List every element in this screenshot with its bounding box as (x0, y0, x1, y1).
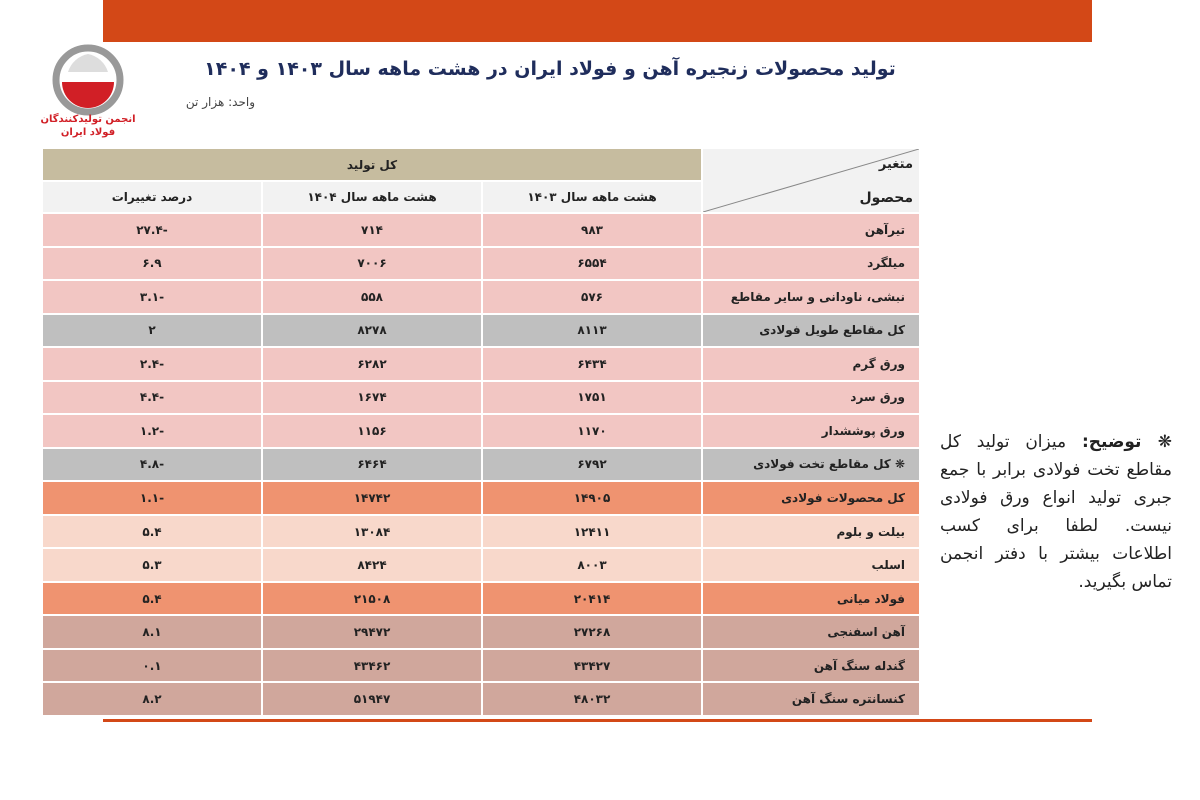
product-name: گندله سنگ آهن (702, 648, 920, 683)
value-cell: ۳.۱- (42, 280, 262, 314)
value-cell: ۲۹۴۷۲ (262, 615, 482, 649)
column-header: هشت ماهه سال ۱۴۰۴ (262, 181, 482, 213)
note: ❋ توضیح: میزان تولید کل مقاطع تخت فولادی… (940, 428, 1172, 596)
value-cell: ۴۳۴۲۷ (482, 648, 702, 683)
top-bar (103, 0, 1092, 42)
value-cell: ۱۲۴۱۱ (482, 514, 702, 549)
value-cell: ۸۴۲۴ (262, 548, 482, 582)
value-cell: ۰.۱ (42, 648, 262, 683)
value-cell: ۶۴۶۴ (262, 447, 482, 482)
value-cell: ۱.۲- (42, 414, 262, 448)
value-cell: ۴۸۰۳۲ (482, 682, 702, 716)
value-cell: ۱۱۷۰ (482, 414, 702, 448)
value-cell: ۹۸۳ (482, 213, 702, 247)
product-name: میلگرد (702, 246, 920, 281)
value-cell: ۵۷۶ (482, 280, 702, 314)
value-cell: ۸۰۰۳ (482, 548, 702, 582)
table: متغیر محصول کل تولید هشت ماهه سال ۱۴۰۳ هشت م… (42, 148, 920, 716)
value-cell: ۸.۲ (42, 682, 262, 716)
logo-text: فولاد ایران (61, 127, 115, 138)
column-header: هشت ماهه سال ۱۴۰۳ (482, 181, 702, 213)
product-name: اسلب (702, 548, 920, 582)
value-cell: ۶۴۳۴ (482, 347, 702, 381)
product-name: ورق سرد (702, 380, 920, 415)
note-label: ❋ توضیح: (1081, 432, 1172, 452)
column-header: درصد تغییرات (42, 181, 262, 213)
value-cell: ۶۵۵۴ (482, 246, 702, 281)
value-cell: ۱۶۷۴ (262, 380, 482, 415)
corner-cell: متغیر محصول (702, 148, 920, 213)
value-cell: ۴۳۴۶۲ (262, 648, 482, 683)
value-cell: ۶۷۹۲ (482, 447, 702, 482)
note-text: میزان تولید کل مقاطع تخت فولادی برابر با… (940, 432, 1172, 592)
value-cell: ۱۷۵۱ (482, 380, 702, 415)
title: تولید محصولات زنجیره آهن و فولاد ایران د… (204, 58, 896, 80)
corner-top: متغیر (878, 157, 913, 172)
value-cell: ۱.۱- (42, 481, 262, 515)
bottom-line (103, 719, 1092, 722)
value-cell: ۲۰۴۱۴ (482, 581, 702, 616)
value-cell: ۶۲۸۲ (262, 347, 482, 381)
value-cell: ۸.۱ (42, 615, 262, 649)
product-name: ❋ کل مقاطع تخت فولادی (702, 447, 920, 482)
product-name: نبشی، ناودانی و سایر مقاطع (702, 280, 920, 314)
value-cell: ۶.۹ (42, 246, 262, 281)
product-name: آهن اسفنجی (702, 615, 920, 649)
value-cell: ۴.۸- (42, 447, 262, 482)
product-name: بیلت و بلوم (702, 514, 920, 549)
value-cell: ۲۱۵۰۸ (262, 581, 482, 616)
value-cell: ۵۱۹۴۷ (262, 682, 482, 716)
product-name: کنسانتره سنگ آهن (702, 682, 920, 716)
value-cell: ۸۲۷۸ (262, 313, 482, 348)
value-cell: ۱۱۵۶ (262, 414, 482, 448)
unit: واحد: هزار تن (185, 95, 255, 109)
value-cell: ۲۷.۴- (42, 213, 262, 247)
value-cell: ۲۷۲۶۸ (482, 615, 702, 649)
product-name: ورق گرم (702, 347, 920, 381)
product-name: کل محصولات فولادی (702, 481, 920, 515)
value-cell: ۵.۴ (42, 514, 262, 549)
corner-bottom: محصول (859, 190, 913, 206)
logo: انجمن تولیدکنندگان فولاد ایران (40, 44, 136, 138)
value-cell: ۷۰۰۶ (262, 246, 482, 281)
value-cell: ۸۱۱۳ (482, 313, 702, 348)
value-cell: ۱۳۰۸۴ (262, 514, 482, 549)
value-cell: ۵۵۸ (262, 280, 482, 314)
product-name: کل مقاطع طویل فولادی (702, 313, 920, 348)
group-header: کل تولید (42, 148, 702, 181)
value-cell: ۲.۴- (42, 347, 262, 381)
value-cell: ۵.۳ (42, 548, 262, 582)
value-cell: ۴.۴- (42, 380, 262, 415)
logo-text: انجمن تولیدکنندگان (40, 112, 135, 125)
value-cell: ۷۱۴ (262, 213, 482, 247)
value-cell: ۱۴۷۴۲ (262, 481, 482, 515)
product-name: فولاد میانی (702, 581, 920, 616)
product-name: تیرآهن (702, 213, 920, 247)
value-cell: ۱۴۹۰۵ (482, 481, 702, 515)
product-name: ورق پوششدار (702, 414, 920, 448)
value-cell: ۲ (42, 313, 262, 348)
value-cell: ۵.۴ (42, 581, 262, 616)
